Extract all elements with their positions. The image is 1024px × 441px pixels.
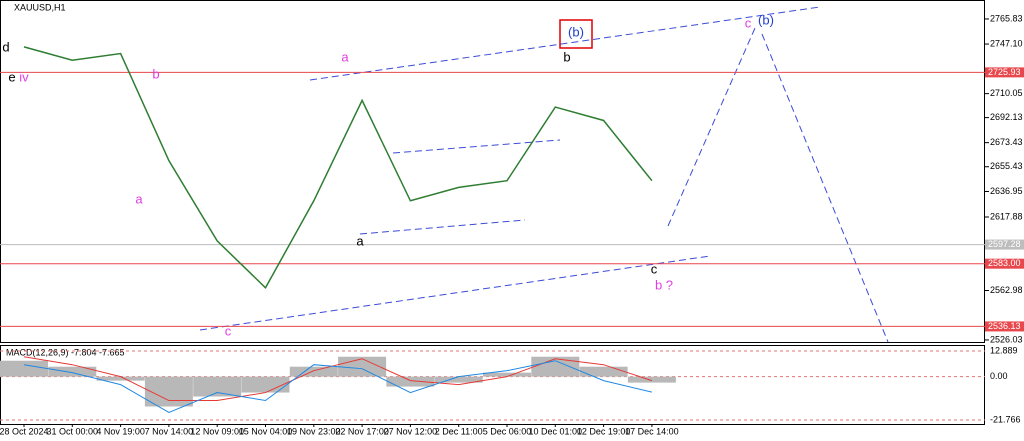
macd-signal xyxy=(23,356,653,402)
x-tick-label: 22 Nov 17:00 xyxy=(335,426,389,436)
wave-label: iv xyxy=(19,69,29,84)
macd-histogram xyxy=(289,366,338,377)
macd-histogram xyxy=(0,360,48,377)
level-label: 2536.13 xyxy=(988,321,1021,331)
y-tick-label: 2747.10 xyxy=(990,38,1023,48)
macd-tick-label: -21.766 xyxy=(990,414,1021,424)
macd-histogram xyxy=(627,376,676,383)
wave-label: b xyxy=(152,66,159,81)
y-tick-label: 2692.13 xyxy=(990,112,1023,122)
macd-histogram xyxy=(144,376,193,407)
wave-label: c xyxy=(745,15,752,30)
trend-line xyxy=(309,6,821,81)
macd-histogram xyxy=(531,356,580,377)
macd-histogram xyxy=(48,366,97,377)
x-tick-label: 31 Oct 00:00 xyxy=(47,426,99,436)
level-tag xyxy=(985,239,1024,250)
wave-label: a xyxy=(356,233,364,248)
macd-tick-label: 0.00 xyxy=(990,371,1008,381)
trend-line xyxy=(392,139,561,154)
x-tick-label: 19 Nov 23:00 xyxy=(287,426,341,436)
y-tick-label: 2673.43 xyxy=(990,137,1023,147)
projection-line xyxy=(761,33,889,343)
x-tick-label: 4 Nov 19:00 xyxy=(96,426,145,436)
macd-histogram xyxy=(193,376,242,397)
macd-histogram xyxy=(386,376,435,387)
y-tick-label: 2562.98 xyxy=(990,285,1023,295)
macd-histogram xyxy=(483,372,531,377)
y-tick-label: 2765.83 xyxy=(990,13,1023,23)
macd-histogram xyxy=(241,376,290,393)
level-tag xyxy=(985,258,1024,269)
x-tick-label: 28 Oct 2024 xyxy=(0,426,49,436)
x-tick-label: 12 Dec 19:00 xyxy=(577,426,631,436)
macd-histogram xyxy=(96,376,145,381)
projection-line xyxy=(667,27,756,227)
price-panel xyxy=(0,0,985,343)
wave-label: a xyxy=(341,49,349,64)
level-tag xyxy=(985,67,1024,78)
wave-label: a xyxy=(135,191,143,206)
y-tick-label: 2526.03 xyxy=(990,334,1023,344)
level-label: 2725.93 xyxy=(988,67,1021,77)
wave-label: e xyxy=(8,69,15,84)
level-label: 2583.00 xyxy=(988,258,1021,268)
wave-label: c xyxy=(225,323,232,338)
x-tick-label: 27 Nov 12:00 xyxy=(384,426,438,436)
x-tick-label: 15 Nov 04:00 xyxy=(239,426,293,436)
trend-line xyxy=(359,219,526,235)
wave-label: d xyxy=(2,39,9,54)
wave-label: c xyxy=(651,261,658,276)
macd-histogram xyxy=(579,366,628,377)
x-tick-label: 12 Nov 09:00 xyxy=(190,426,244,436)
wave-label: (b) xyxy=(758,12,774,27)
wave-label: b ? xyxy=(655,277,673,292)
wave-label: (b) xyxy=(568,24,584,39)
wave-label: b xyxy=(563,49,570,64)
macd-histogram xyxy=(434,376,483,383)
x-tick-label: 7 Nov 14:00 xyxy=(145,426,194,436)
x-tick-label: 10 Dec 01:00 xyxy=(529,426,583,436)
price-line xyxy=(23,46,653,290)
level-tag xyxy=(985,321,1024,332)
annotation-box xyxy=(559,19,593,49)
trend-line xyxy=(199,255,711,331)
x-tick-label: 17 Dec 14:00 xyxy=(625,426,679,436)
y-tick-label: 2617.88 xyxy=(990,211,1023,221)
level-label: 2597.28 xyxy=(988,239,1021,249)
chart-title: XAUUSD,H1 xyxy=(14,2,66,12)
y-tick-label: 2710.05 xyxy=(990,88,1023,98)
macd-title: MACD(12,26,9) -7.804 -7.665 xyxy=(6,347,125,357)
macd-tick-label: 12.889 xyxy=(990,345,1018,355)
y-tick-label: 2636.95 xyxy=(990,186,1023,196)
macd-panel xyxy=(0,345,985,425)
x-tick-label: 5 Dec 06:00 xyxy=(483,426,532,436)
x-tick-label: 2 Dec 11:00 xyxy=(435,426,483,436)
macd-macd xyxy=(23,360,653,414)
y-tick-label: 2655.43 xyxy=(990,161,1023,171)
